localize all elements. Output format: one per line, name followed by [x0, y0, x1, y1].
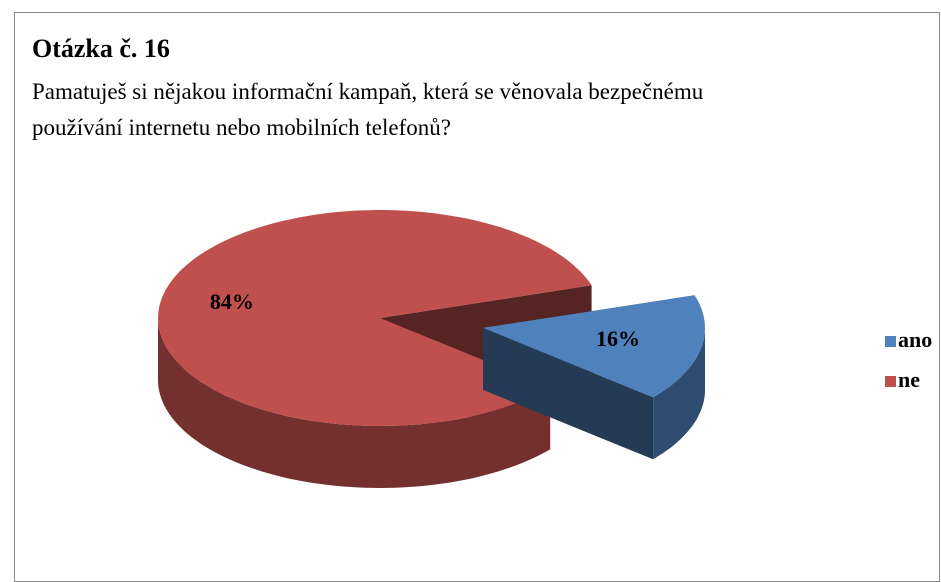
legend-label: ano	[898, 327, 932, 352]
chart-title: Otázka č. 16	[32, 34, 170, 63]
legend-swatch	[885, 336, 896, 347]
slice-side	[653, 327, 705, 460]
slice	[483, 295, 705, 398]
slice-wall	[483, 327, 654, 460]
data-label: 16%	[596, 326, 640, 351]
data-label: 84%	[210, 289, 254, 314]
legend-label: ne	[898, 367, 920, 392]
legend-swatch	[885, 376, 896, 387]
slice-side	[158, 318, 551, 488]
chart-subtitle: Pamatuješ si nějakou informační kampaň, …	[32, 79, 704, 140]
